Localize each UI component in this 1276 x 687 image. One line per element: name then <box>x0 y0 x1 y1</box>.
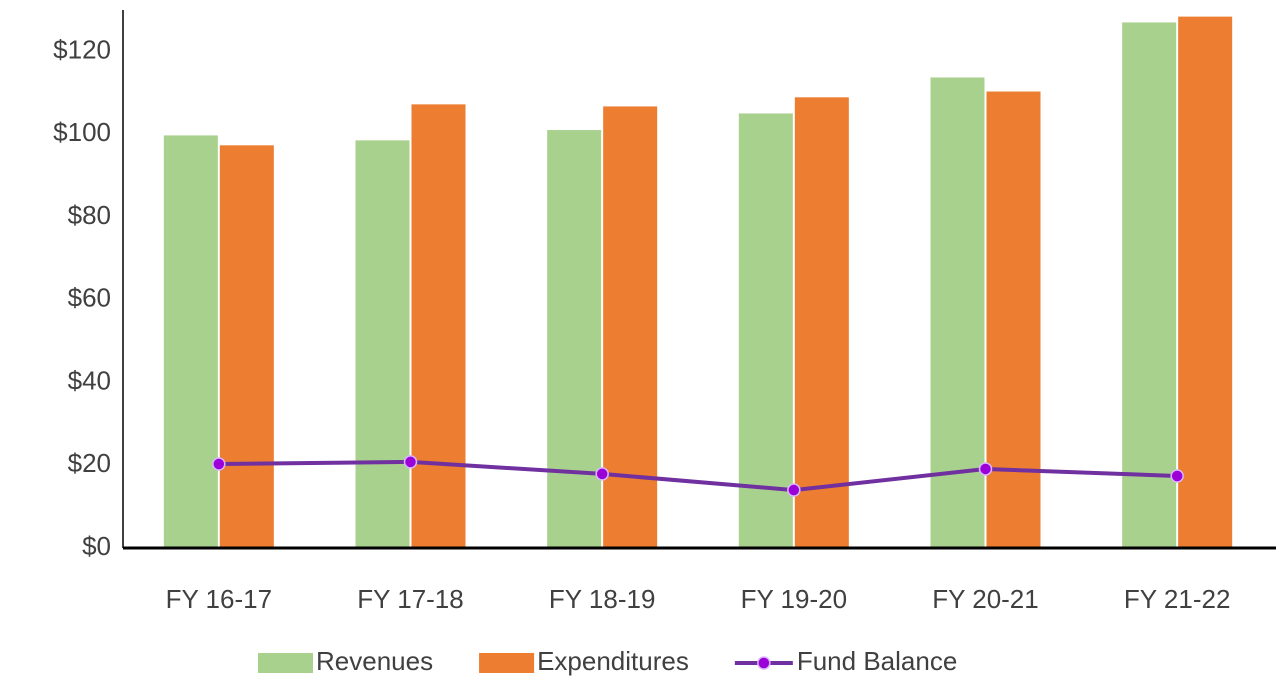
line <box>218 459 1178 493</box>
bar <box>738 113 793 548</box>
bar <box>219 145 274 548</box>
y-tick-label: $80 <box>68 200 111 230</box>
y-tick-label: $100 <box>53 117 111 147</box>
y-tick-label: $0 <box>82 531 111 561</box>
bar <box>930 77 985 549</box>
bar <box>1178 16 1233 549</box>
line-marker <box>212 457 226 471</box>
bar <box>986 91 1041 548</box>
legend-label: Expenditures <box>537 646 689 676</box>
x-tick-label: FY 20-21 <box>932 584 1038 614</box>
line-marker <box>978 462 993 476</box>
x-tick-label: FY 16-17 <box>166 584 272 614</box>
bar <box>411 104 466 548</box>
x-tick-label: FY 17-18 <box>357 584 463 614</box>
x-tick-label: FY 18-19 <box>549 584 655 614</box>
y-tick-label: $20 <box>68 448 111 478</box>
line-marker <box>595 467 609 481</box>
bar <box>547 130 602 548</box>
legend-swatch <box>258 653 313 673</box>
y-tick-label: $40 <box>68 365 111 395</box>
bar <box>163 135 218 548</box>
y-tick-label: $120 <box>53 34 111 64</box>
line-marker <box>403 455 418 469</box>
bar <box>1122 22 1177 548</box>
line-marker <box>1170 469 1184 483</box>
legend-swatch <box>479 653 535 673</box>
legend-swatch-marker <box>757 656 771 670</box>
line-marker <box>787 483 801 497</box>
x-tick-label: FY 21-22 <box>1124 584 1230 614</box>
bar <box>355 140 410 548</box>
legend-label: Fund Balance <box>797 646 957 676</box>
bar <box>603 106 658 549</box>
legend-label: Revenues <box>316 646 433 676</box>
y-tick-label: $60 <box>68 283 111 313</box>
x-tick-label: FY 19-20 <box>741 584 847 614</box>
bar <box>794 97 849 549</box>
